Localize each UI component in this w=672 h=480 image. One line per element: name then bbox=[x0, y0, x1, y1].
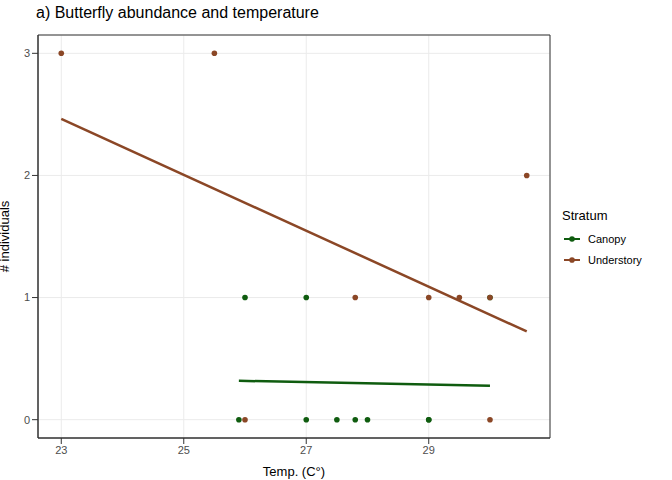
svg-text:0: 0 bbox=[24, 414, 30, 426]
svg-text:27: 27 bbox=[300, 444, 312, 456]
svg-text:23: 23 bbox=[55, 444, 67, 456]
svg-text:1: 1 bbox=[24, 291, 30, 303]
svg-text:25: 25 bbox=[178, 444, 190, 456]
html-text:Stratum: Stratum bbox=[562, 207, 608, 223]
html-text:a) Butterfly abundance and tem: a) Butterfly abundance and temperature bbox=[36, 4, 319, 21]
html-text:Understory: Understory bbox=[588, 253, 642, 266]
svg-text:# individuals: # individuals bbox=[8, 200, 12, 272]
svg-text:3: 3 bbox=[24, 47, 30, 59]
svg-text:Temp. (C°): Temp. (C°) bbox=[263, 464, 325, 479]
svg-text:2: 2 bbox=[24, 169, 30, 181]
html-text:Canopy: Canopy bbox=[588, 232, 626, 245]
svg-text:29: 29 bbox=[423, 444, 435, 456]
